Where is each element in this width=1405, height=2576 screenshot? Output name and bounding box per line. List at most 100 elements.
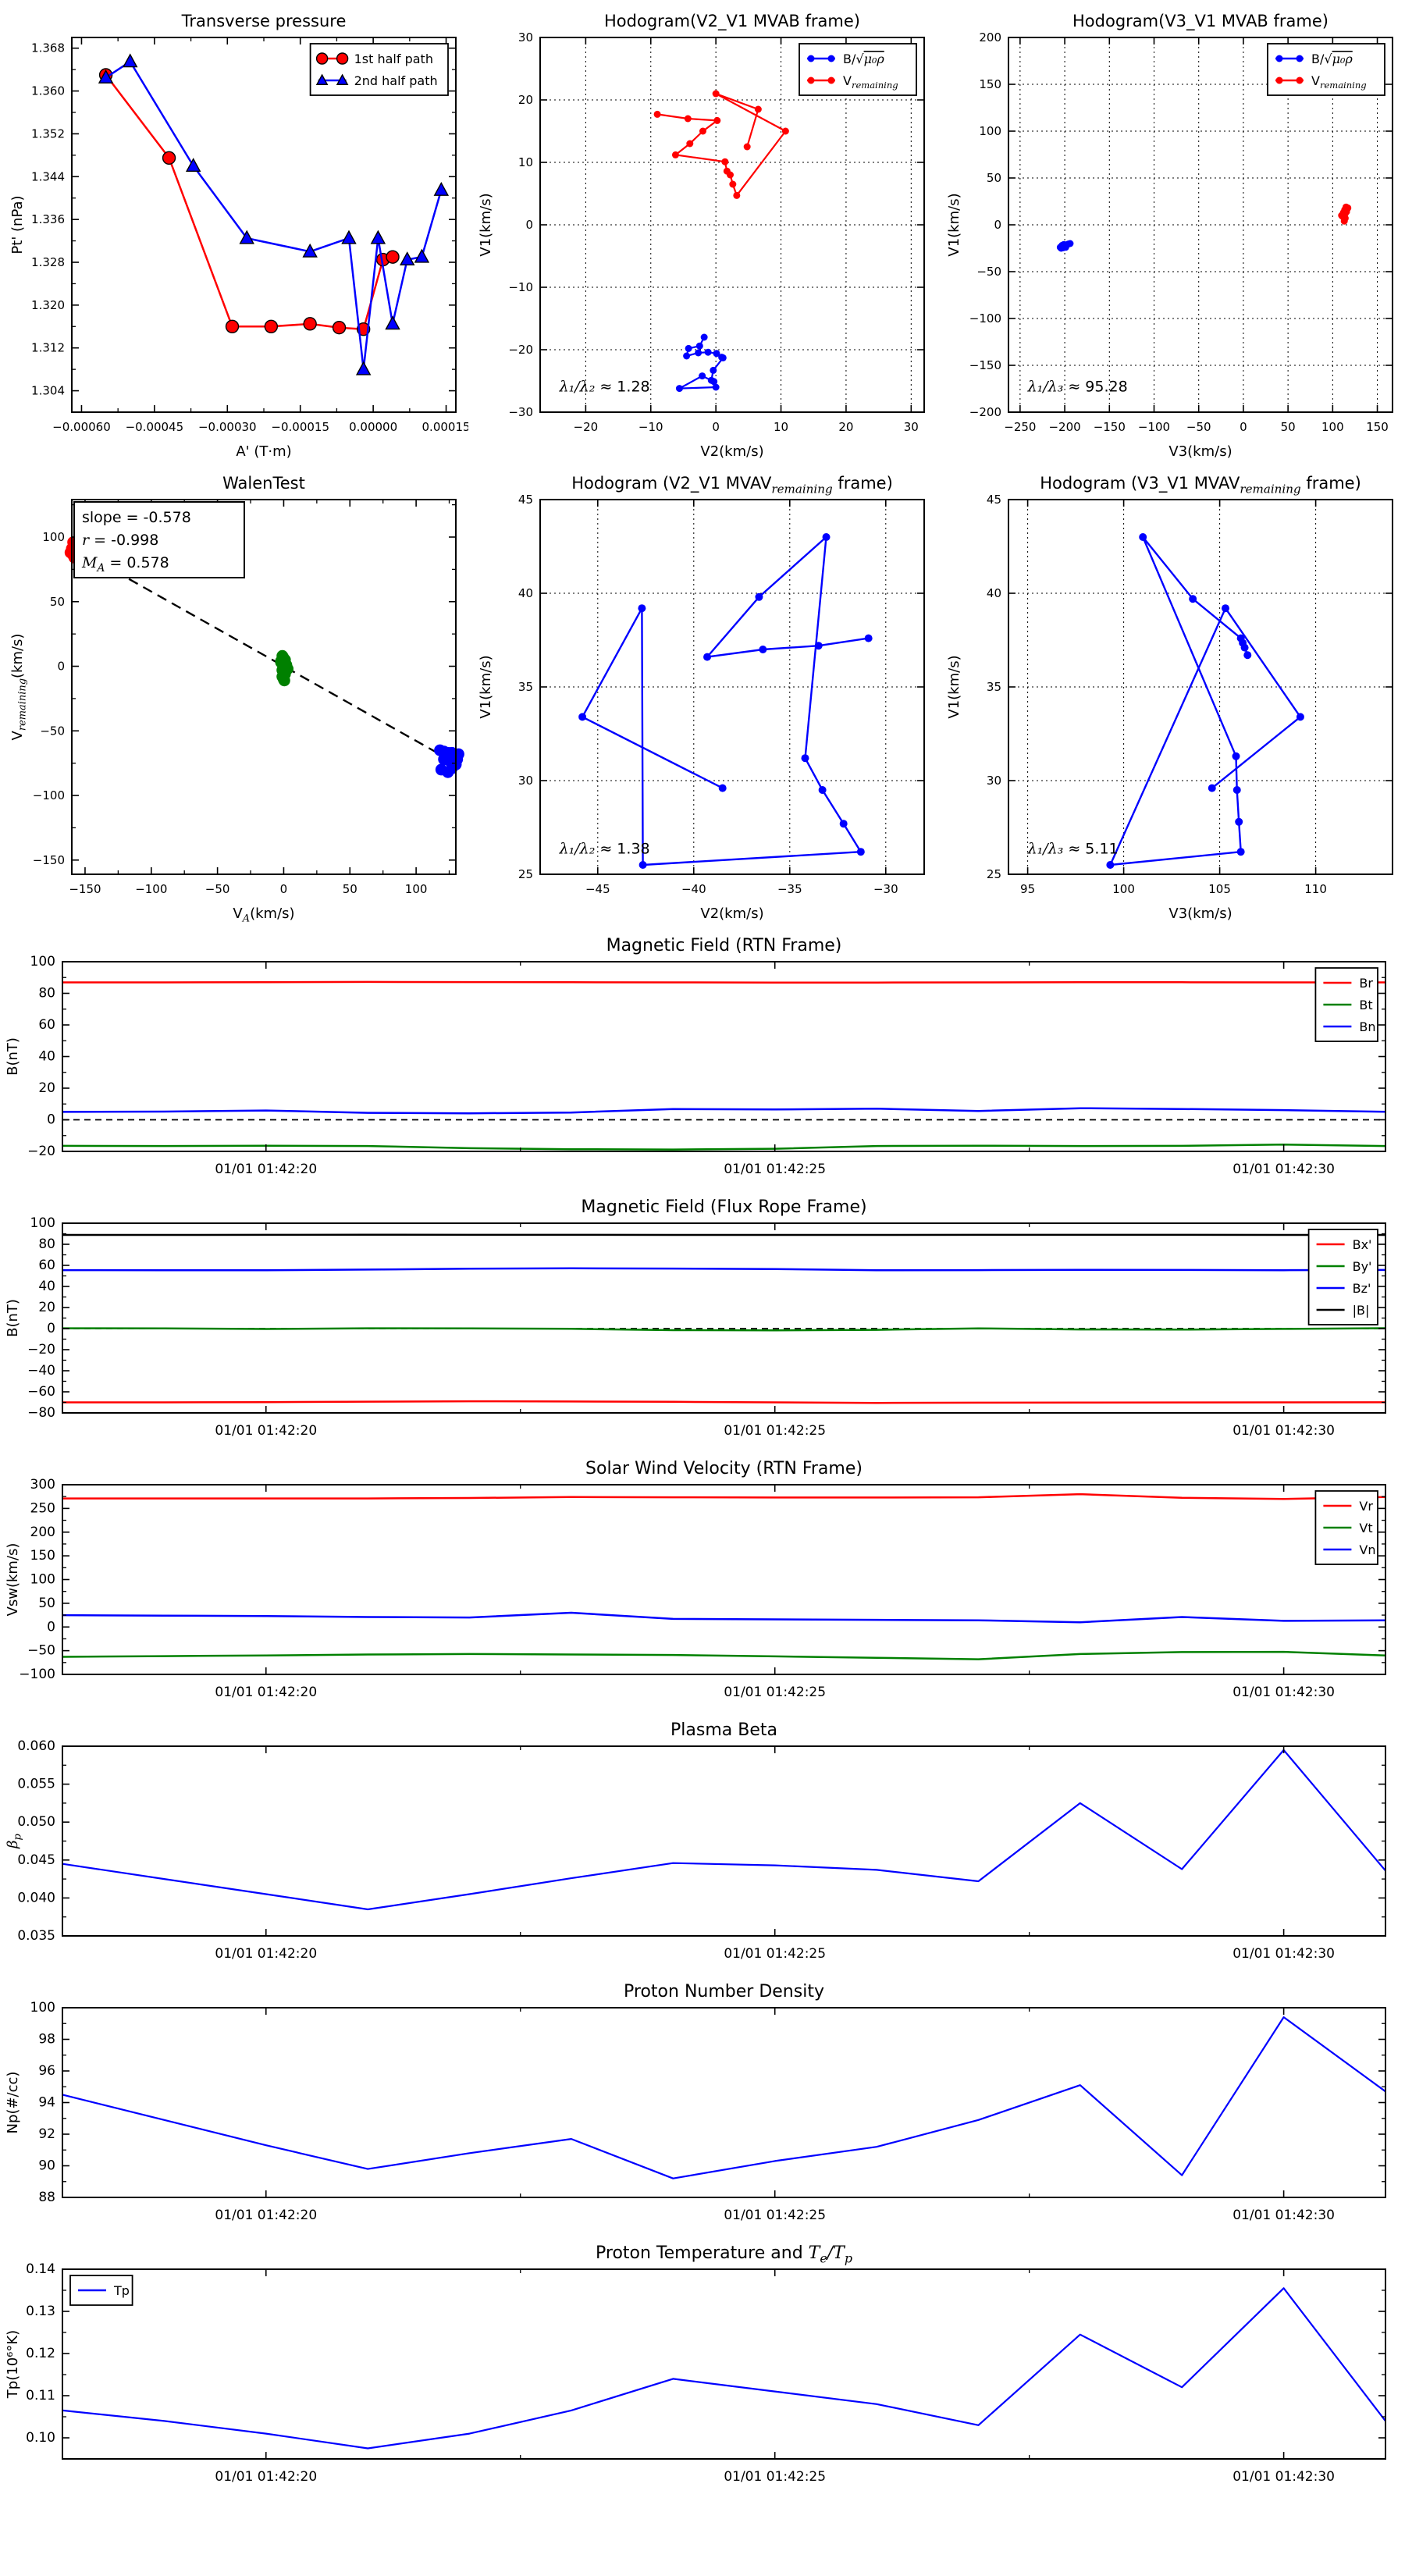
x-tick-label: −10 [638,420,663,434]
marker-dot [1189,595,1197,603]
y-tick-label: 0 [994,218,1001,232]
marker-circle [162,151,176,165]
y-tick-label: −40 [27,1363,55,1379]
marker-triangle [302,243,318,258]
y-axis-label: Pt' (nPa) [9,195,26,254]
marker-dot [856,848,865,856]
axes-frame [71,499,457,875]
y-tick-label: 40 [38,1279,55,1294]
marker-dot [695,342,703,350]
x-tick-label: 01/01 01:42:25 [724,1423,826,1439]
x-tick-label: 01/01 01:42:30 [1232,1423,1335,1439]
chart-title: Magnetic Field (Flux Rope Frame) [581,1197,866,1217]
series-v2v1-path [581,535,869,866]
x-tick-label: −35 [777,882,802,896]
y-tick-label: 0 [47,1112,55,1128]
marker-circle [336,52,349,65]
y-tick-label: 35 [518,680,533,694]
x-tick-label: 01/01 01:42:20 [215,2469,317,2485]
chart-title: Hodogram (V2_V1 MVAVremaining frame) [571,474,893,496]
legend-label: Vr [1359,1499,1373,1514]
series-beta-p [62,1749,1386,1911]
series-Br [62,980,1385,984]
y-tick-label: 60 [38,1017,55,1033]
marker-dot [1106,861,1115,869]
marker-dot [1275,76,1283,84]
marker-dot [695,349,702,357]
legend-label: 2nd half path [354,73,438,88]
x-tick-label: 01/01 01:42:30 [1232,1162,1335,1177]
marker-dot [864,634,873,642]
marker-dot [278,674,290,687]
x-tick-label: 50 [1281,420,1296,434]
marker-dot [1236,848,1245,856]
marker-dot [721,158,729,165]
marker-dot [671,151,679,158]
marker-dot [452,748,464,760]
marker-dot [282,663,294,675]
x-tick-label: 100 [1112,882,1135,896]
marker-dot [729,180,737,188]
series-Vt [62,1650,1386,1660]
marker-dot [686,140,694,148]
y-tick-label: 150 [979,77,1001,91]
y-tick-label: 1.336 [31,212,65,226]
x-tick-label: 110 [1304,882,1327,896]
y-axis-label: V1(km/s) [946,193,962,256]
chart-hodogram-v3v1-mvav: 95 100 105 110 25 30 35 40 45 Hodogram (V3_V1 MVA… [937,468,1405,930]
legend-label: Vremaining [843,73,898,91]
marker-dot [1243,651,1252,660]
y-tick-label: 40 [987,586,1001,600]
y-tick-label: 1.328 [31,255,65,269]
marker-circle [315,52,329,65]
y-tick-label: 0 [57,660,65,674]
legend-label: Bt [1359,998,1372,1012]
panel-background [0,1192,1405,1453]
y-tick-label: 1.320 [31,298,65,312]
y-tick-label: 40 [38,1049,55,1065]
panel-background [0,1453,1405,1715]
legend-label: By' [1353,1259,1372,1274]
chart-title: Transverse pressure [181,12,347,30]
series-Vr [62,1493,1386,1500]
y-tick-label: −20 [27,1144,55,1159]
marker-dot [685,344,692,352]
y-tick-label: 50 [38,1596,55,1611]
x-tick-label: −250 [1004,420,1036,434]
annotation: λ₁/λ₃ ≈ 5.11 [1027,841,1119,858]
marker-dot [807,55,815,62]
legend-label: Br [1359,976,1373,991]
y-tick-label: 96 [38,2063,55,2079]
x-axis-label: V3(km/s) [1168,906,1232,922]
marker-circle [386,250,400,264]
x-tick-label: 01/01 01:42:20 [215,1946,317,1962]
legend-label: Bx' [1353,1237,1372,1252]
axes-frame [62,2268,1386,2460]
x-tick-label: 01/01 01:42:30 [1232,1685,1335,1700]
y-tick-label: 1.352 [31,126,65,141]
y-tick-label: 150 [30,1548,55,1564]
marker-dot [781,127,789,135]
y-tick-label: 0.14 [26,2261,55,2277]
chart-title: WalenTest [222,474,305,493]
y-tick-label: 50 [987,171,1001,185]
y-tick-label: 0 [47,1321,55,1336]
marker-dot [712,383,720,391]
x-axis-label: A' (T·m) [236,443,291,460]
x-tick-label: 0 [280,882,288,896]
marker-dot [675,385,683,393]
x-tick-label: 01/01 01:42:20 [215,1162,317,1177]
y-tick-label: −200 [969,405,1001,419]
y-axis-label: V1(km/s) [478,655,494,718]
legend-label: Tp [113,2283,130,2298]
x-tick-label: −20 [574,420,599,434]
marker-triangle [98,69,114,84]
x-tick-label: 01/01 01:42:30 [1232,2208,1335,2223]
x-tick-label: 01/01 01:42:30 [1232,2469,1335,2485]
y-tick-label: 0.11 [26,2388,55,2403]
x-tick-label: 30 [904,420,919,434]
y-tick-label: 100 [30,2000,55,2016]
y-tick-label: 0.12 [26,2346,55,2361]
marker-dot [827,76,835,84]
marker-dot [1232,752,1240,760]
